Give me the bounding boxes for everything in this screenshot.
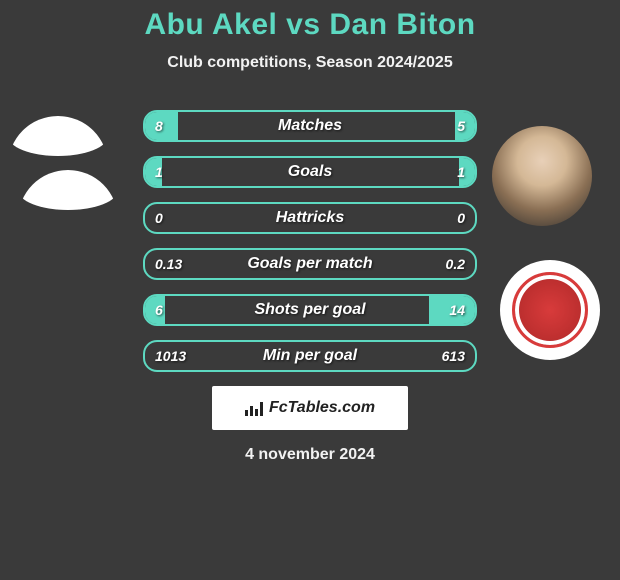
stat-row: 1013 613Min per goal [143, 340, 477, 372]
page-subtitle: Club competitions, Season 2024/2025 [167, 54, 452, 72]
ellipse-placeholder [8, 116, 108, 156]
stat-label: Goals per match [145, 250, 475, 278]
stat-row: 1 1Goals [143, 156, 477, 188]
stat-right-value: 1 [457, 158, 465, 186]
date-label: 4 november 2024 [245, 446, 375, 464]
brand-text: FcTables.com [269, 399, 375, 417]
chart-icon [245, 400, 263, 416]
stat-right-value: 5 [457, 112, 465, 140]
stat-row: 0 0Hattricks [143, 202, 477, 234]
comparison-card: Abu Akel vs Dan Biton Club competitions,… [0, 0, 620, 580]
stat-left-value: 1013 [155, 342, 186, 370]
right-player-avatar [492, 126, 592, 226]
stat-left-value: 8 [155, 112, 163, 140]
player-face-placeholder [492, 126, 592, 226]
page-title: Abu Akel vs Dan Biton [144, 8, 475, 42]
stat-rows: 8 5Matches 1 1Goals 0 0Hattricks 0.13 0.2Goals … [143, 110, 477, 372]
stat-right-value: 14 [449, 296, 465, 324]
stat-right-value: 0 [457, 204, 465, 232]
stat-left-value: 0 [155, 204, 163, 232]
brand-box: FcTables.com [212, 386, 408, 430]
stat-row: 0.13 0.2Goals per match [143, 248, 477, 280]
club-badge-inner [512, 272, 588, 348]
stat-label: Min per goal [145, 342, 475, 370]
stat-label: Goals [145, 158, 475, 186]
stat-right-value: 613 [442, 342, 465, 370]
stat-row: 8 5Matches [143, 110, 477, 142]
stat-label: Shots per goal [145, 296, 475, 324]
stat-left-value: 1 [155, 158, 163, 186]
stat-left-value: 6 [155, 296, 163, 324]
stat-row: 6 14Shots per goal [143, 294, 477, 326]
left-club-avatar [18, 170, 118, 270]
stat-right-value: 0.2 [446, 250, 465, 278]
stat-left-value: 0.13 [155, 250, 182, 278]
right-club-avatar [500, 260, 600, 360]
stat-label: Matches [145, 112, 475, 140]
club-badge [500, 260, 600, 360]
stat-label: Hattricks [145, 204, 475, 232]
